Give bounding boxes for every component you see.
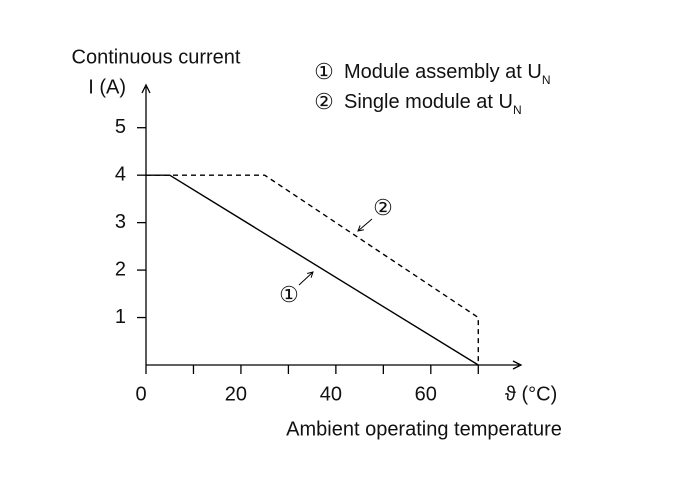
legend-subscript: N (513, 103, 522, 117)
y-tick-label: 1 (115, 306, 126, 328)
legend-name: Module assembly at U (344, 61, 542, 83)
annotation-arrow (357, 218, 373, 232)
y-axis-label: I (A) (88, 76, 126, 98)
annotation-arrow (298, 271, 314, 286)
annotation-arrowhead (357, 225, 364, 232)
annotation-marker: ② (373, 195, 393, 220)
y-tick-label: 2 (115, 258, 126, 280)
y-tick-label: 5 (115, 116, 126, 138)
legend-marker: ② (314, 89, 334, 114)
legend-subscript: N (542, 73, 551, 87)
y-tick-label: 3 (115, 211, 126, 233)
legend-marker: ① (314, 59, 334, 84)
legend-label: Module assembly at UN (344, 61, 551, 87)
x-tick-label: 60 (415, 383, 437, 405)
y-axis-arrow (141, 83, 151, 94)
x-unit-label: ϑ (°C) (505, 383, 557, 405)
annotation-arrowhead (307, 271, 314, 278)
legend-name: Single module at U (344, 91, 513, 113)
annotation-marker: ① (279, 282, 299, 307)
y-tick-label: 4 (115, 163, 126, 185)
x-tick-label: 0 (135, 383, 146, 405)
legend-label: Single module at UN (344, 91, 522, 117)
x-axis-label: Ambient operating temperature (286, 418, 562, 440)
x-tick-label: 20 (225, 383, 247, 405)
series-line (146, 174, 479, 366)
series-line (146, 174, 479, 365)
y-axis-label: Continuous current (72, 46, 241, 68)
x-tick-label: 40 (320, 383, 342, 405)
x-axis-arrow (512, 360, 523, 370)
